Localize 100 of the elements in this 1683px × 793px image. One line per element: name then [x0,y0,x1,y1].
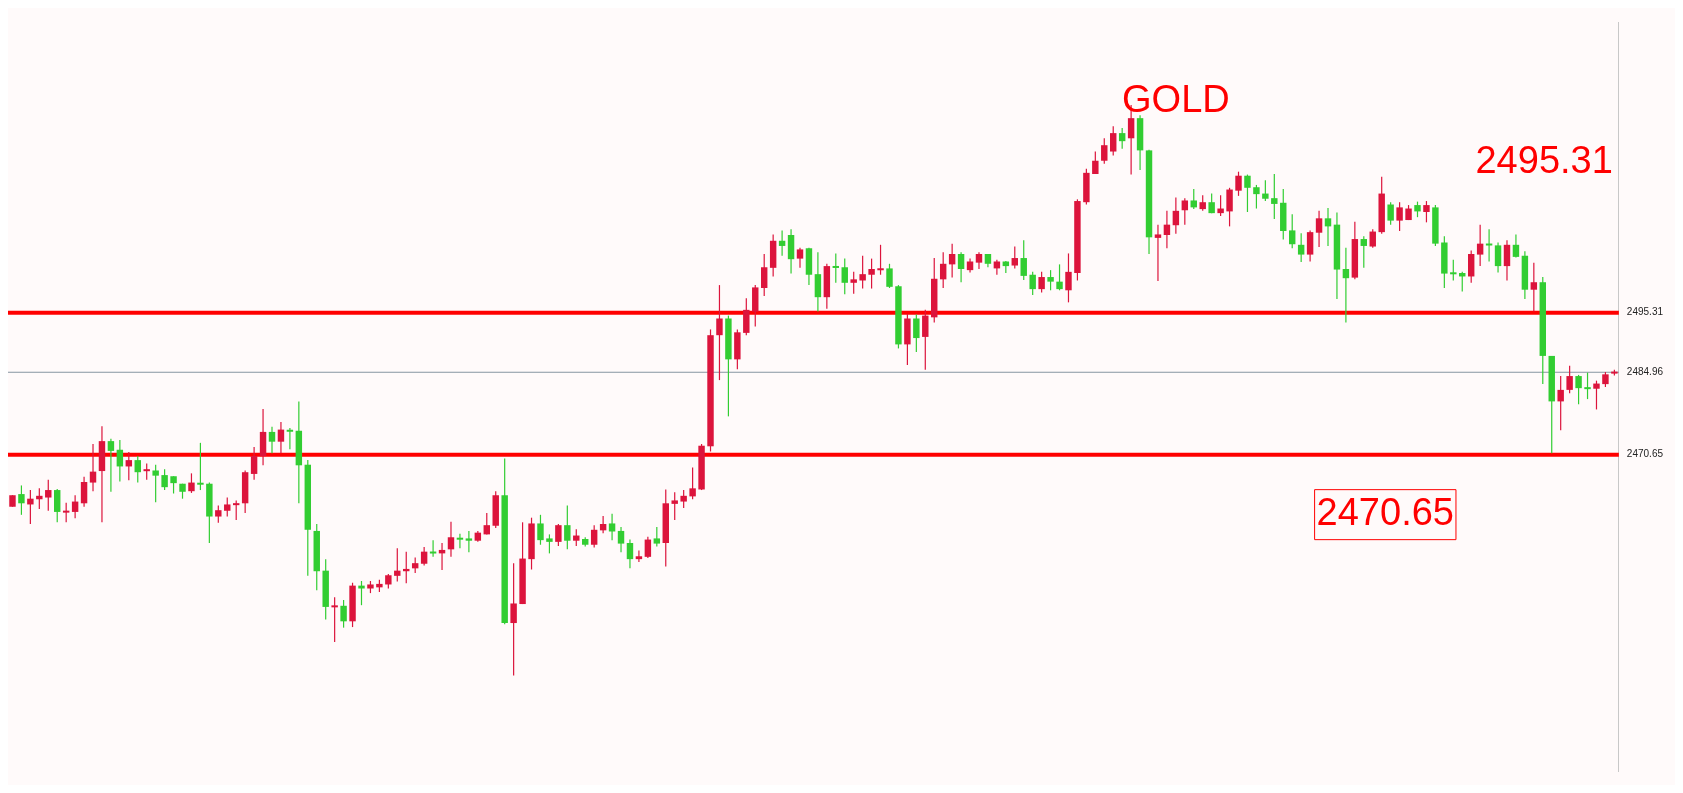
candlestick [27,489,34,525]
candlestick [89,443,97,492]
candlestick [277,421,285,454]
candlestick [653,526,661,548]
candlestick [590,524,598,549]
candlestick [913,313,920,353]
candlestick [1494,241,1502,274]
candlestick [80,476,88,508]
candlestick [1038,271,1045,294]
candlestick [1324,207,1332,247]
candlestick [1011,245,1019,269]
candlestick [859,255,866,290]
candlestick [224,496,231,518]
candlestick [71,494,79,519]
candlestick [564,505,571,550]
candlestick [1467,249,1475,284]
candlestick [689,467,696,500]
candlestick [1306,229,1314,263]
candlestick [1110,125,1117,157]
candlestick [18,484,25,516]
y-tick-label: 2470.65 [1626,448,1664,460]
candlestick [617,526,625,553]
candlestick [1172,196,1180,235]
candlestick [850,271,857,295]
candlestick [957,251,965,283]
y-tick-label: 2484.96 [1626,366,1664,378]
candlestick [45,479,52,512]
candlestick [465,530,473,553]
candlestick [1423,200,1430,223]
text: GOLD [1122,78,1230,121]
candlestick [743,297,750,336]
candlestick [1315,210,1323,248]
candlestick [1253,184,1260,210]
candlestick [447,521,455,558]
candlestick [1485,228,1493,263]
candlestick [1163,210,1171,249]
candlestick [778,229,786,257]
candlestick [1396,201,1403,232]
candlestick [868,258,875,290]
candlestick [555,523,562,547]
candlestick [197,442,204,491]
candlestick [1217,194,1224,217]
candlestick [429,539,437,558]
candlestick [1118,127,1126,150]
candlestick [358,580,365,606]
candlestick [841,258,848,295]
candlestick [286,427,294,450]
candlestick [331,596,338,643]
candlestick [456,533,464,549]
candlestick [161,468,168,491]
candlestick [546,533,553,554]
candlestick [232,499,240,521]
candlestick [760,253,768,297]
candlestick [626,538,634,569]
candlestick [716,284,723,381]
y-tick-label: 2495.31 [1626,306,1664,318]
candlestick [1530,262,1538,313]
candlestick [608,513,616,541]
candlestick [188,472,195,494]
candlestick [886,263,893,289]
candlestick [1575,374,1582,405]
candlestick [1450,259,1457,282]
candlestick [1154,224,1162,282]
candlestick [1226,187,1233,227]
candlestick [948,243,956,279]
candlestick [644,536,652,559]
candlestick [62,502,70,523]
candlestick [877,244,884,276]
candlestick [134,455,141,484]
candlestick [1047,269,1054,291]
candlestick [36,487,43,510]
candlestick [107,438,115,493]
candlestick [1235,171,1242,197]
ref-line-label: 2470.65 [1316,491,1454,534]
candlestick [340,599,347,629]
candlestick [1288,213,1296,249]
candlestick [1020,239,1027,281]
candlestick [922,309,929,371]
candlestick [268,426,276,454]
candlestick [671,491,678,521]
candlestick [1593,380,1600,411]
candlestick [250,446,258,481]
candlestick [1369,228,1376,249]
candlestick [54,488,61,523]
candlestick [1342,247,1350,324]
candlestick [814,251,822,313]
candlestick [1387,201,1394,226]
candlestick [1065,252,1072,303]
candlestick [1029,271,1036,296]
candlestick [510,562,517,677]
candlestick [394,547,401,583]
candlestick [1092,150,1099,175]
candlestick [1503,239,1511,282]
candlestick [1566,365,1573,394]
candlestick [1056,263,1063,291]
candlestick [1181,197,1189,226]
candlestick [1360,235,1368,269]
candlestick [635,549,643,563]
candlestick [796,247,804,269]
candlestick [1101,137,1108,165]
